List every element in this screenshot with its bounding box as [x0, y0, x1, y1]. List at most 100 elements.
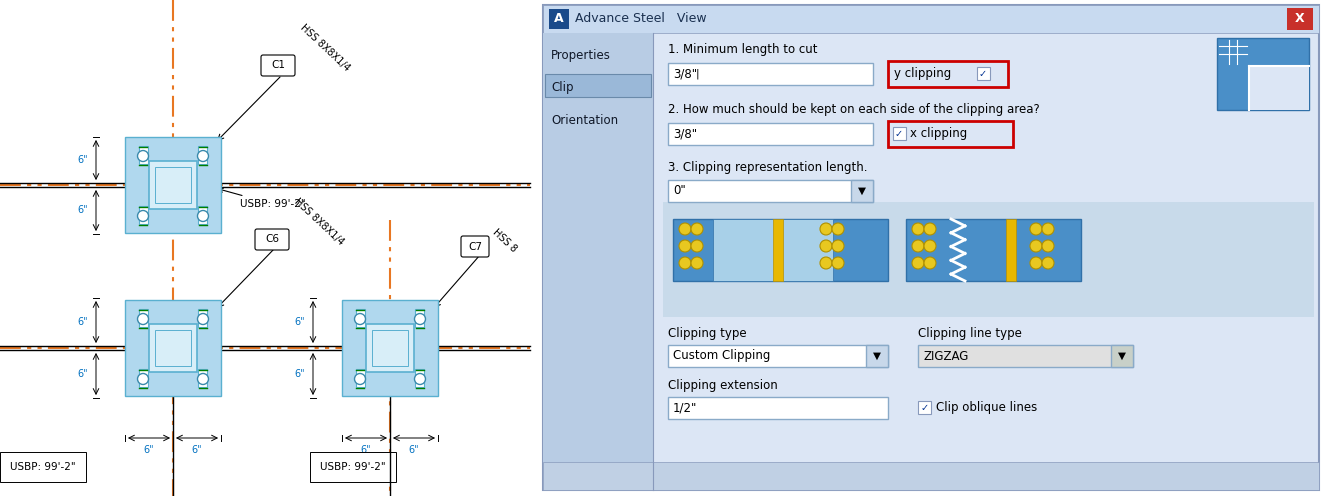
Bar: [668, 123, 873, 145]
Bar: [668, 345, 888, 367]
FancyBboxPatch shape: [255, 229, 288, 250]
Text: ▼: ▼: [873, 351, 881, 361]
Circle shape: [137, 373, 149, 384]
Circle shape: [691, 240, 703, 252]
Circle shape: [1030, 257, 1042, 269]
Text: y clipping: y clipping: [894, 67, 952, 80]
Circle shape: [679, 257, 691, 269]
Bar: [1111, 345, 1134, 367]
Text: HSS 8: HSS 8: [490, 227, 518, 254]
Bar: [888, 61, 1007, 87]
Text: 6": 6": [295, 369, 304, 379]
Bar: [149, 324, 197, 372]
Bar: [1249, 66, 1309, 110]
Bar: [773, 219, 783, 281]
Bar: [906, 219, 1080, 281]
Text: ▼: ▼: [859, 186, 867, 196]
Text: Clipping extension: Clipping extension: [668, 378, 777, 391]
Bar: [154, 330, 191, 367]
Circle shape: [679, 240, 691, 252]
Text: C6: C6: [264, 235, 279, 245]
Circle shape: [1030, 240, 1042, 252]
Circle shape: [198, 210, 209, 222]
Bar: [138, 206, 148, 224]
Bar: [1217, 38, 1309, 110]
Text: 6": 6": [295, 317, 304, 327]
Text: 2.: 2.: [819, 198, 827, 207]
Bar: [138, 309, 148, 327]
Circle shape: [137, 150, 149, 162]
Bar: [1286, 8, 1313, 30]
Text: 2.: 2.: [699, 198, 707, 207]
Text: 6": 6": [77, 369, 88, 379]
Text: 3/8": 3/8": [672, 67, 698, 80]
Bar: [712, 219, 833, 281]
Circle shape: [198, 373, 209, 384]
Bar: [356, 369, 364, 387]
Circle shape: [198, 150, 209, 162]
Text: 6": 6": [360, 445, 371, 455]
Bar: [125, 300, 222, 396]
Text: C7: C7: [468, 242, 482, 251]
Bar: [198, 146, 207, 164]
Text: Clipping line type: Clipping line type: [918, 326, 1022, 339]
Circle shape: [198, 313, 209, 324]
Text: Clip oblique lines: Clip oblique lines: [936, 401, 1037, 415]
Bar: [544, 33, 653, 490]
Circle shape: [355, 313, 365, 324]
Bar: [356, 309, 364, 327]
Circle shape: [832, 257, 844, 269]
Circle shape: [832, 240, 844, 252]
Bar: [367, 324, 413, 372]
Text: C1: C1: [271, 61, 284, 70]
Bar: [125, 136, 222, 233]
Text: 1.: 1.: [768, 296, 777, 305]
Circle shape: [832, 223, 844, 235]
Text: Orientation: Orientation: [552, 114, 618, 126]
Text: |: |: [696, 69, 699, 79]
Text: 3.: 3.: [945, 198, 953, 207]
Text: HSS 8X8X1/4: HSS 8X8X1/4: [298, 22, 351, 73]
Text: Clip: Clip: [552, 80, 574, 94]
Text: ✓: ✓: [921, 402, 929, 413]
Circle shape: [820, 257, 832, 269]
Text: ZIGZAG: ZIGZAG: [924, 350, 969, 363]
Bar: [198, 369, 207, 387]
Text: 1. Minimum length to cut: 1. Minimum length to cut: [668, 44, 817, 57]
Circle shape: [924, 223, 936, 235]
Bar: [549, 9, 569, 29]
Text: x clipping: x clipping: [910, 127, 968, 140]
Bar: [138, 369, 148, 387]
Circle shape: [820, 223, 832, 235]
Bar: [154, 167, 191, 203]
Bar: [668, 397, 888, 419]
Bar: [149, 161, 197, 208]
Text: 6": 6": [409, 445, 420, 455]
FancyBboxPatch shape: [461, 236, 489, 257]
Bar: [342, 300, 439, 396]
Circle shape: [1042, 240, 1054, 252]
Bar: [672, 219, 888, 281]
Bar: [198, 206, 207, 224]
Bar: [416, 369, 424, 387]
Text: 3. Clipping representation length.: 3. Clipping representation length.: [668, 161, 868, 174]
Bar: [668, 63, 873, 85]
Text: Clipping type: Clipping type: [668, 326, 747, 339]
Circle shape: [1042, 257, 1054, 269]
Text: USBP: 99'-2": USBP: 99'-2": [320, 462, 385, 472]
Bar: [0, 0, 530, 496]
Bar: [544, 5, 1318, 490]
Circle shape: [912, 257, 924, 269]
Bar: [1006, 219, 1015, 281]
Bar: [372, 330, 408, 367]
Bar: [416, 309, 424, 327]
Circle shape: [924, 240, 936, 252]
Circle shape: [820, 240, 832, 252]
Bar: [888, 121, 1013, 147]
Bar: [867, 345, 888, 367]
Bar: [544, 462, 1318, 490]
Circle shape: [1042, 223, 1054, 235]
Text: 6": 6": [77, 155, 88, 165]
Text: Custom Clipping: Custom Clipping: [672, 350, 771, 363]
Text: ✓: ✓: [894, 128, 904, 138]
